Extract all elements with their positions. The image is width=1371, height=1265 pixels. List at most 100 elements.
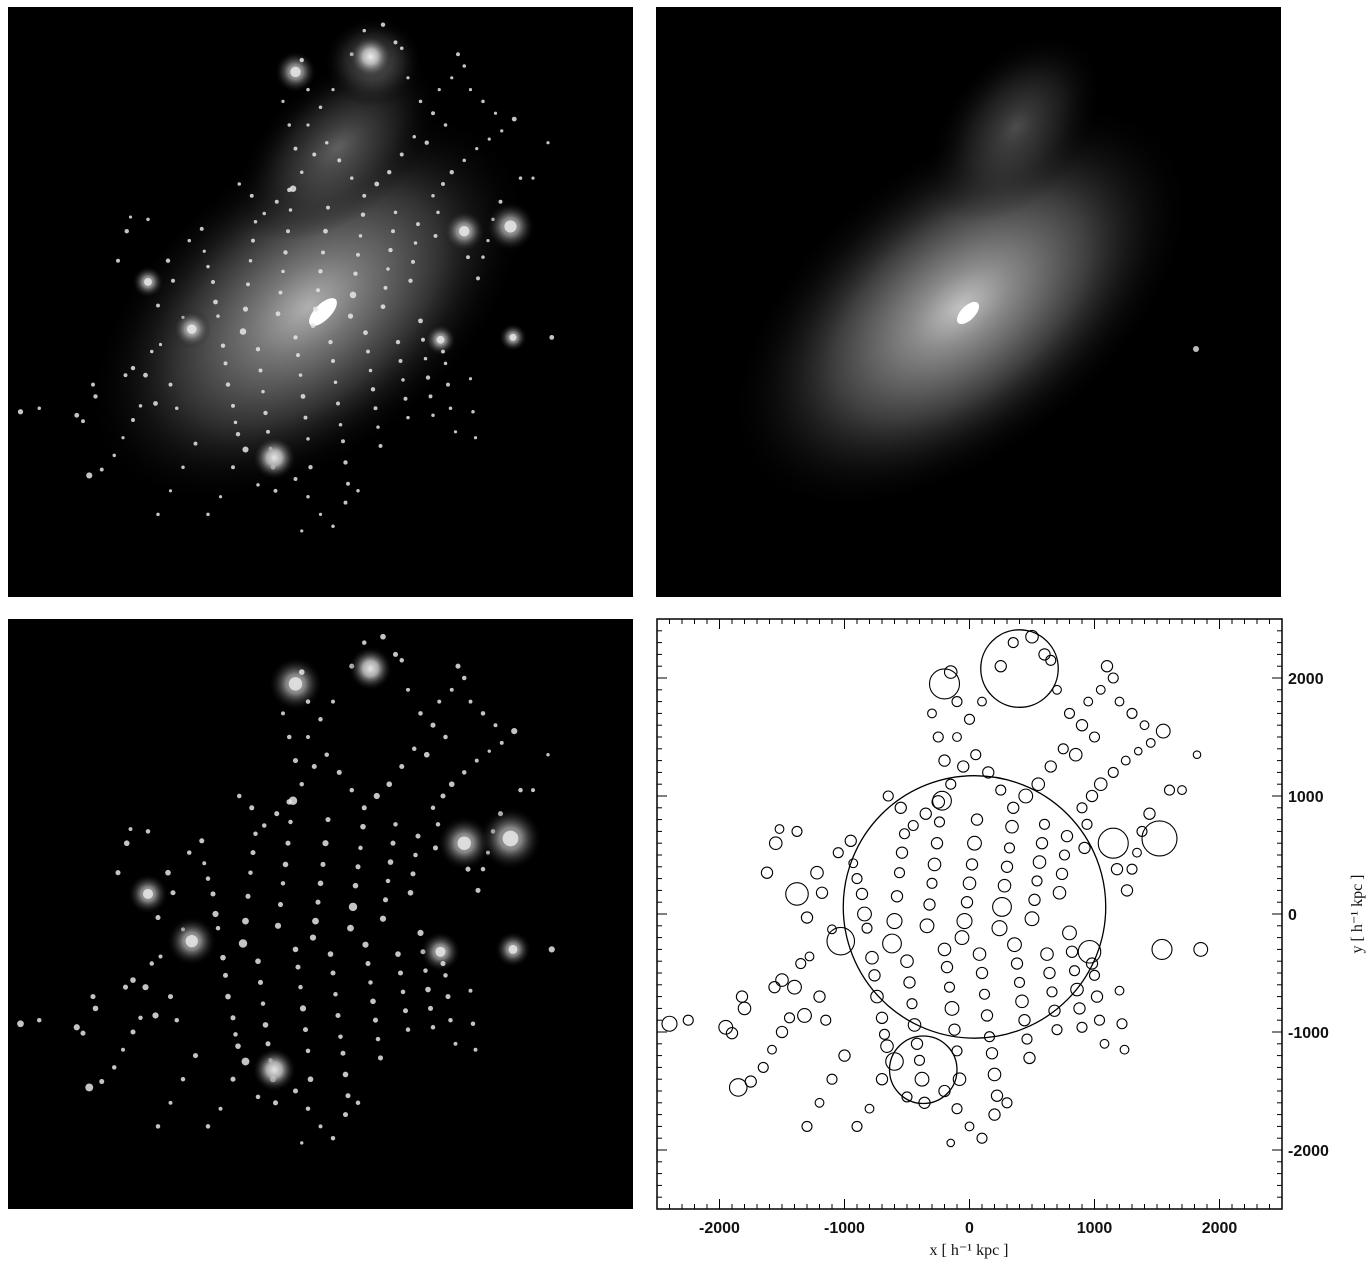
subhalo-point (286, 229, 290, 234)
subhalo-point (335, 1012, 341, 1019)
subhalo-point (168, 489, 173, 493)
subhalo-point (365, 961, 371, 967)
subhalo-point (155, 1124, 161, 1129)
subhalo-point (424, 140, 429, 145)
subhalo-point (241, 1057, 250, 1066)
subhalo-point (468, 988, 473, 993)
subhalo-point (402, 1008, 409, 1014)
subhalo-point (430, 805, 436, 811)
subhalo-circle (1095, 684, 1106, 695)
subhalo-circle (927, 708, 937, 719)
axis-ticks (656, 618, 1283, 1210)
subhalo-circle (985, 1047, 999, 1060)
subhalo-point (415, 833, 421, 839)
subhalo-point (407, 889, 414, 896)
subhalo-point (462, 675, 467, 681)
subhalo-circle (1070, 982, 1084, 997)
subhalo-circle (744, 1075, 757, 1088)
subhalo-point (549, 334, 555, 340)
subhalo-point (298, 373, 303, 377)
subhalo-point (360, 212, 366, 217)
subhalo-point (368, 980, 373, 985)
subhalo-point (340, 1050, 346, 1056)
subhalo-circle (951, 1103, 963, 1115)
host-halo-circle (888, 1035, 958, 1105)
subhalo-circle (813, 990, 826, 1003)
subhalo-circle (718, 1019, 734, 1035)
subhalo-circle (767, 1044, 777, 1055)
subhalo-point (330, 970, 336, 976)
subhalo-circle (938, 754, 951, 767)
subhalo-point (356, 489, 360, 493)
subhalo-circle (1099, 1038, 1110, 1049)
subhalo-point (17, 1020, 24, 1028)
subhalo-point (123, 840, 130, 847)
massive-subhalo-glow (348, 646, 393, 691)
subhalo-circle (757, 1061, 769, 1073)
y-tick-label: 2000 (1288, 671, 1324, 688)
subhalo-circle (851, 1120, 863, 1132)
y-tick-labels: 2000 1000 0 -1000 -2000 (1288, 671, 1329, 1160)
subhalo-circle (1193, 941, 1209, 957)
subhalo-point (531, 176, 535, 180)
subhalo-point (262, 823, 267, 828)
subhalo-circle (737, 1001, 752, 1016)
y-tick-label: 1000 (1288, 789, 1324, 806)
subhalo-circle (1015, 994, 1029, 1009)
subhalo-circle (1119, 1044, 1130, 1055)
subhalo-point (468, 699, 473, 704)
subhalo-point (81, 419, 85, 424)
subhalo-circle (868, 969, 881, 982)
subhalo-point (210, 891, 216, 897)
subhalo-point (395, 951, 401, 957)
subhalo-circle (983, 1031, 996, 1043)
subhalo-point (138, 1015, 143, 1021)
subhalo-point (251, 238, 255, 243)
subhalo-circle (1088, 969, 1101, 981)
subhalo-circle (815, 886, 829, 899)
subhalo-point (186, 324, 197, 334)
subhalo-point (387, 170, 392, 175)
subhalo-point (481, 99, 485, 104)
subhalo-point (92, 1005, 99, 1012)
subhalo-point (312, 306, 319, 312)
subhalo-point (175, 406, 179, 410)
subhalo-circle (855, 887, 869, 901)
subhalo-point (218, 1106, 223, 1111)
subhalo-circle (1043, 966, 1056, 980)
subhalo-circle (1085, 957, 1099, 970)
subhalo-point (337, 158, 342, 163)
subhalo-circle (980, 1009, 994, 1022)
subhalo-circle (1126, 707, 1138, 719)
subhalo-point (418, 711, 423, 716)
subhalo-point (388, 247, 393, 253)
subhalo-point (331, 359, 335, 363)
subhalo-circle (1013, 976, 1026, 988)
subhalo-point (121, 436, 125, 440)
subhalo-circle (785, 882, 809, 906)
subhalo-circle (928, 668, 961, 700)
subhalo-circle (926, 877, 938, 889)
subhalo-circle (1120, 755, 1131, 766)
subhalo-point (412, 135, 416, 139)
subhalo-circle (957, 760, 970, 773)
subhalo-point (99, 467, 104, 472)
subhalo-circle (1045, 654, 1057, 666)
subhalo-circle (768, 980, 781, 994)
subhalo-point (443, 123, 448, 127)
subhalo-point (432, 845, 439, 851)
massive-subhalo-glow (348, 34, 393, 79)
subhalo-circle (1052, 885, 1067, 900)
subhalo-point (325, 140, 329, 145)
subhalo-point (167, 994, 174, 1000)
subhalo-point (122, 984, 129, 990)
subhalo-point (476, 276, 480, 281)
subhalo-point (74, 412, 80, 418)
subhalo-circle (943, 981, 956, 993)
subhalo-point (152, 1012, 159, 1019)
subhalo-point (465, 866, 471, 872)
subhalo-point (360, 823, 366, 830)
subhalo-point (193, 441, 198, 446)
subhalo-circle (1088, 731, 1101, 743)
subhalo-point (150, 349, 154, 354)
